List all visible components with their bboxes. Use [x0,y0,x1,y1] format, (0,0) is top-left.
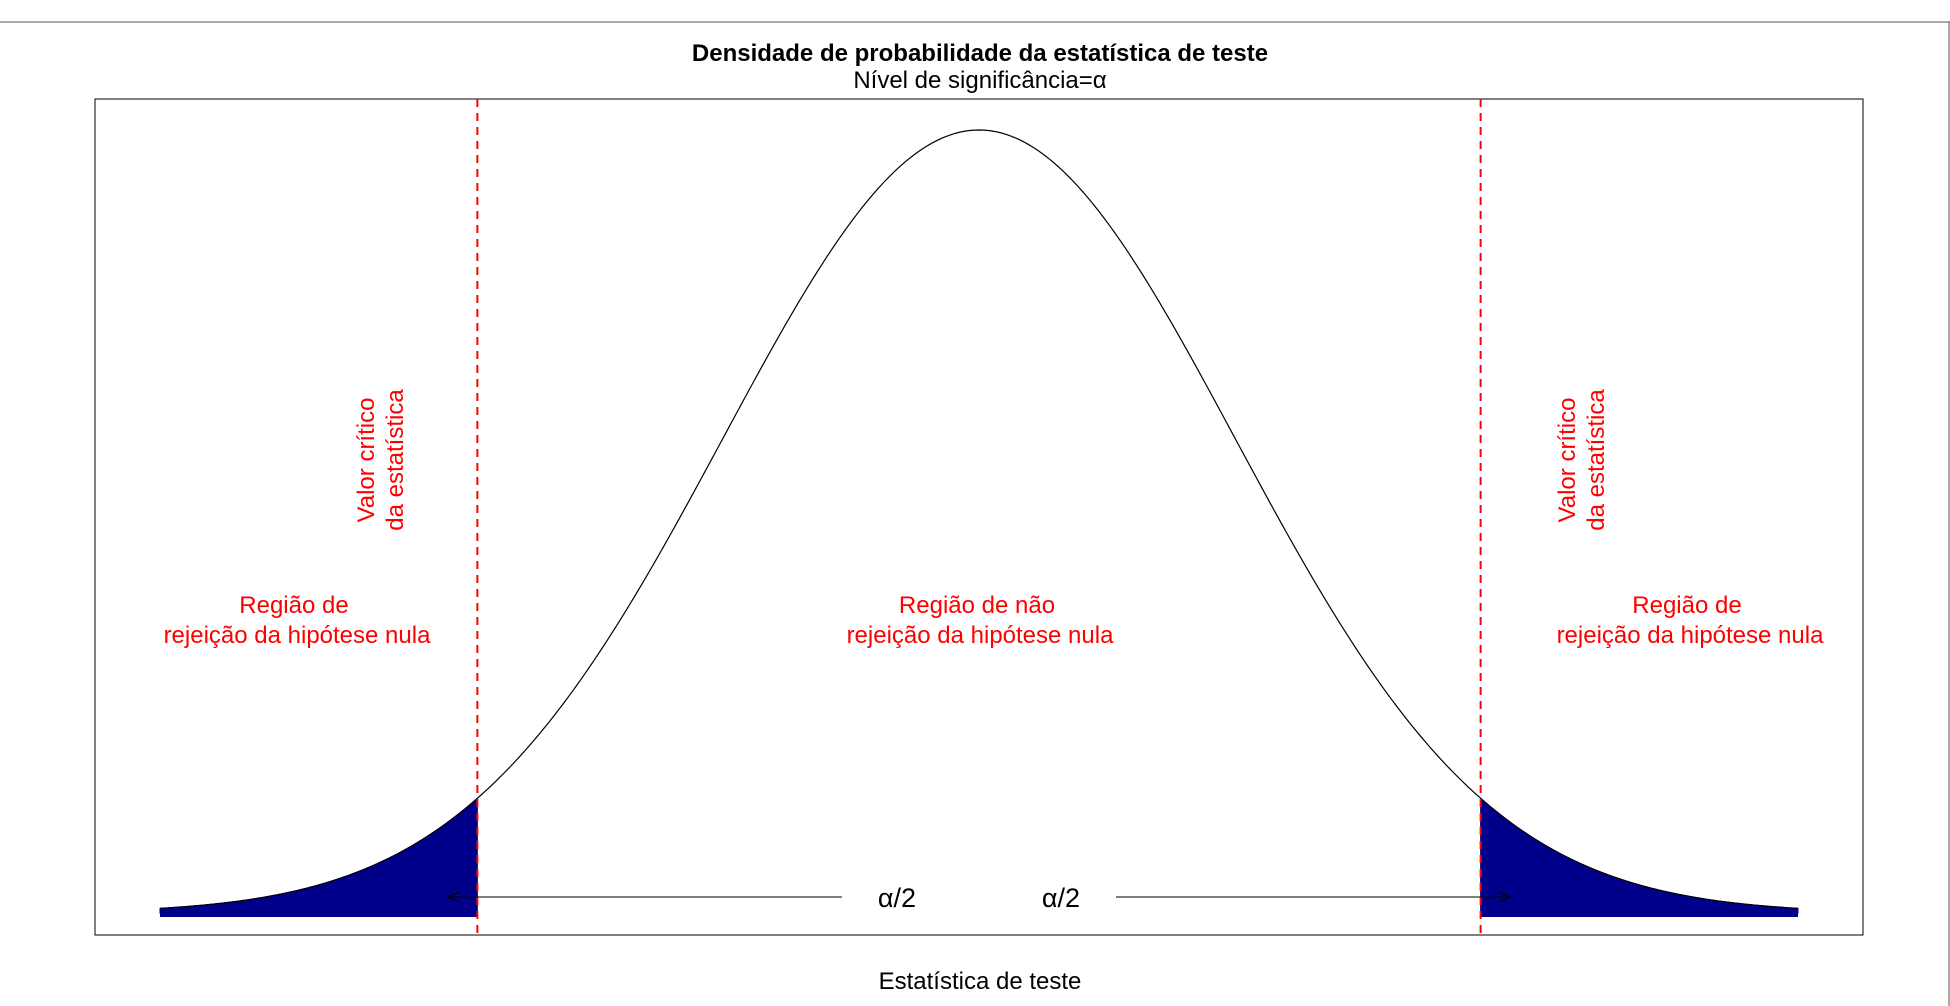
plot-frame [94,98,1864,936]
nonreject-line2: rejeição da hipótese nula [847,622,1115,649]
critical-left-line2: da estatística [382,389,409,531]
nonreject-line1: Região de não [899,592,1055,619]
alpha-label-left: α/2 [878,883,916,913]
chart-title: Densidade de probabilidade da estatístic… [692,40,1268,67]
chart-subtitle: Nível de significância=α [853,67,1106,94]
critical-right-line2: da estatística [1583,389,1610,531]
right-tail-band [1480,909,1798,917]
reject-right-line1: Região de [1632,592,1741,619]
right-tail-area [1480,797,1799,914]
alpha-label-right: α/2 [1042,883,1080,913]
reject-left-line1: Região de [239,592,348,619]
critical-right-line1: Valor crítico [1554,398,1581,523]
x-axis-label: Estatística de teste [879,968,1082,995]
critical-left-line1: Valor crítico [353,398,380,523]
left-tail-band [160,909,478,917]
left-tail-area [159,797,478,914]
density-curve [159,129,1799,909]
reject-left-line2: rejeição da hipótese nula [164,622,432,649]
reject-right-line2: rejeição da hipótese nula [1557,622,1825,649]
plot-area: α/2 α/2 Região de rejeição da hipótese nula… [159,99,1825,935]
